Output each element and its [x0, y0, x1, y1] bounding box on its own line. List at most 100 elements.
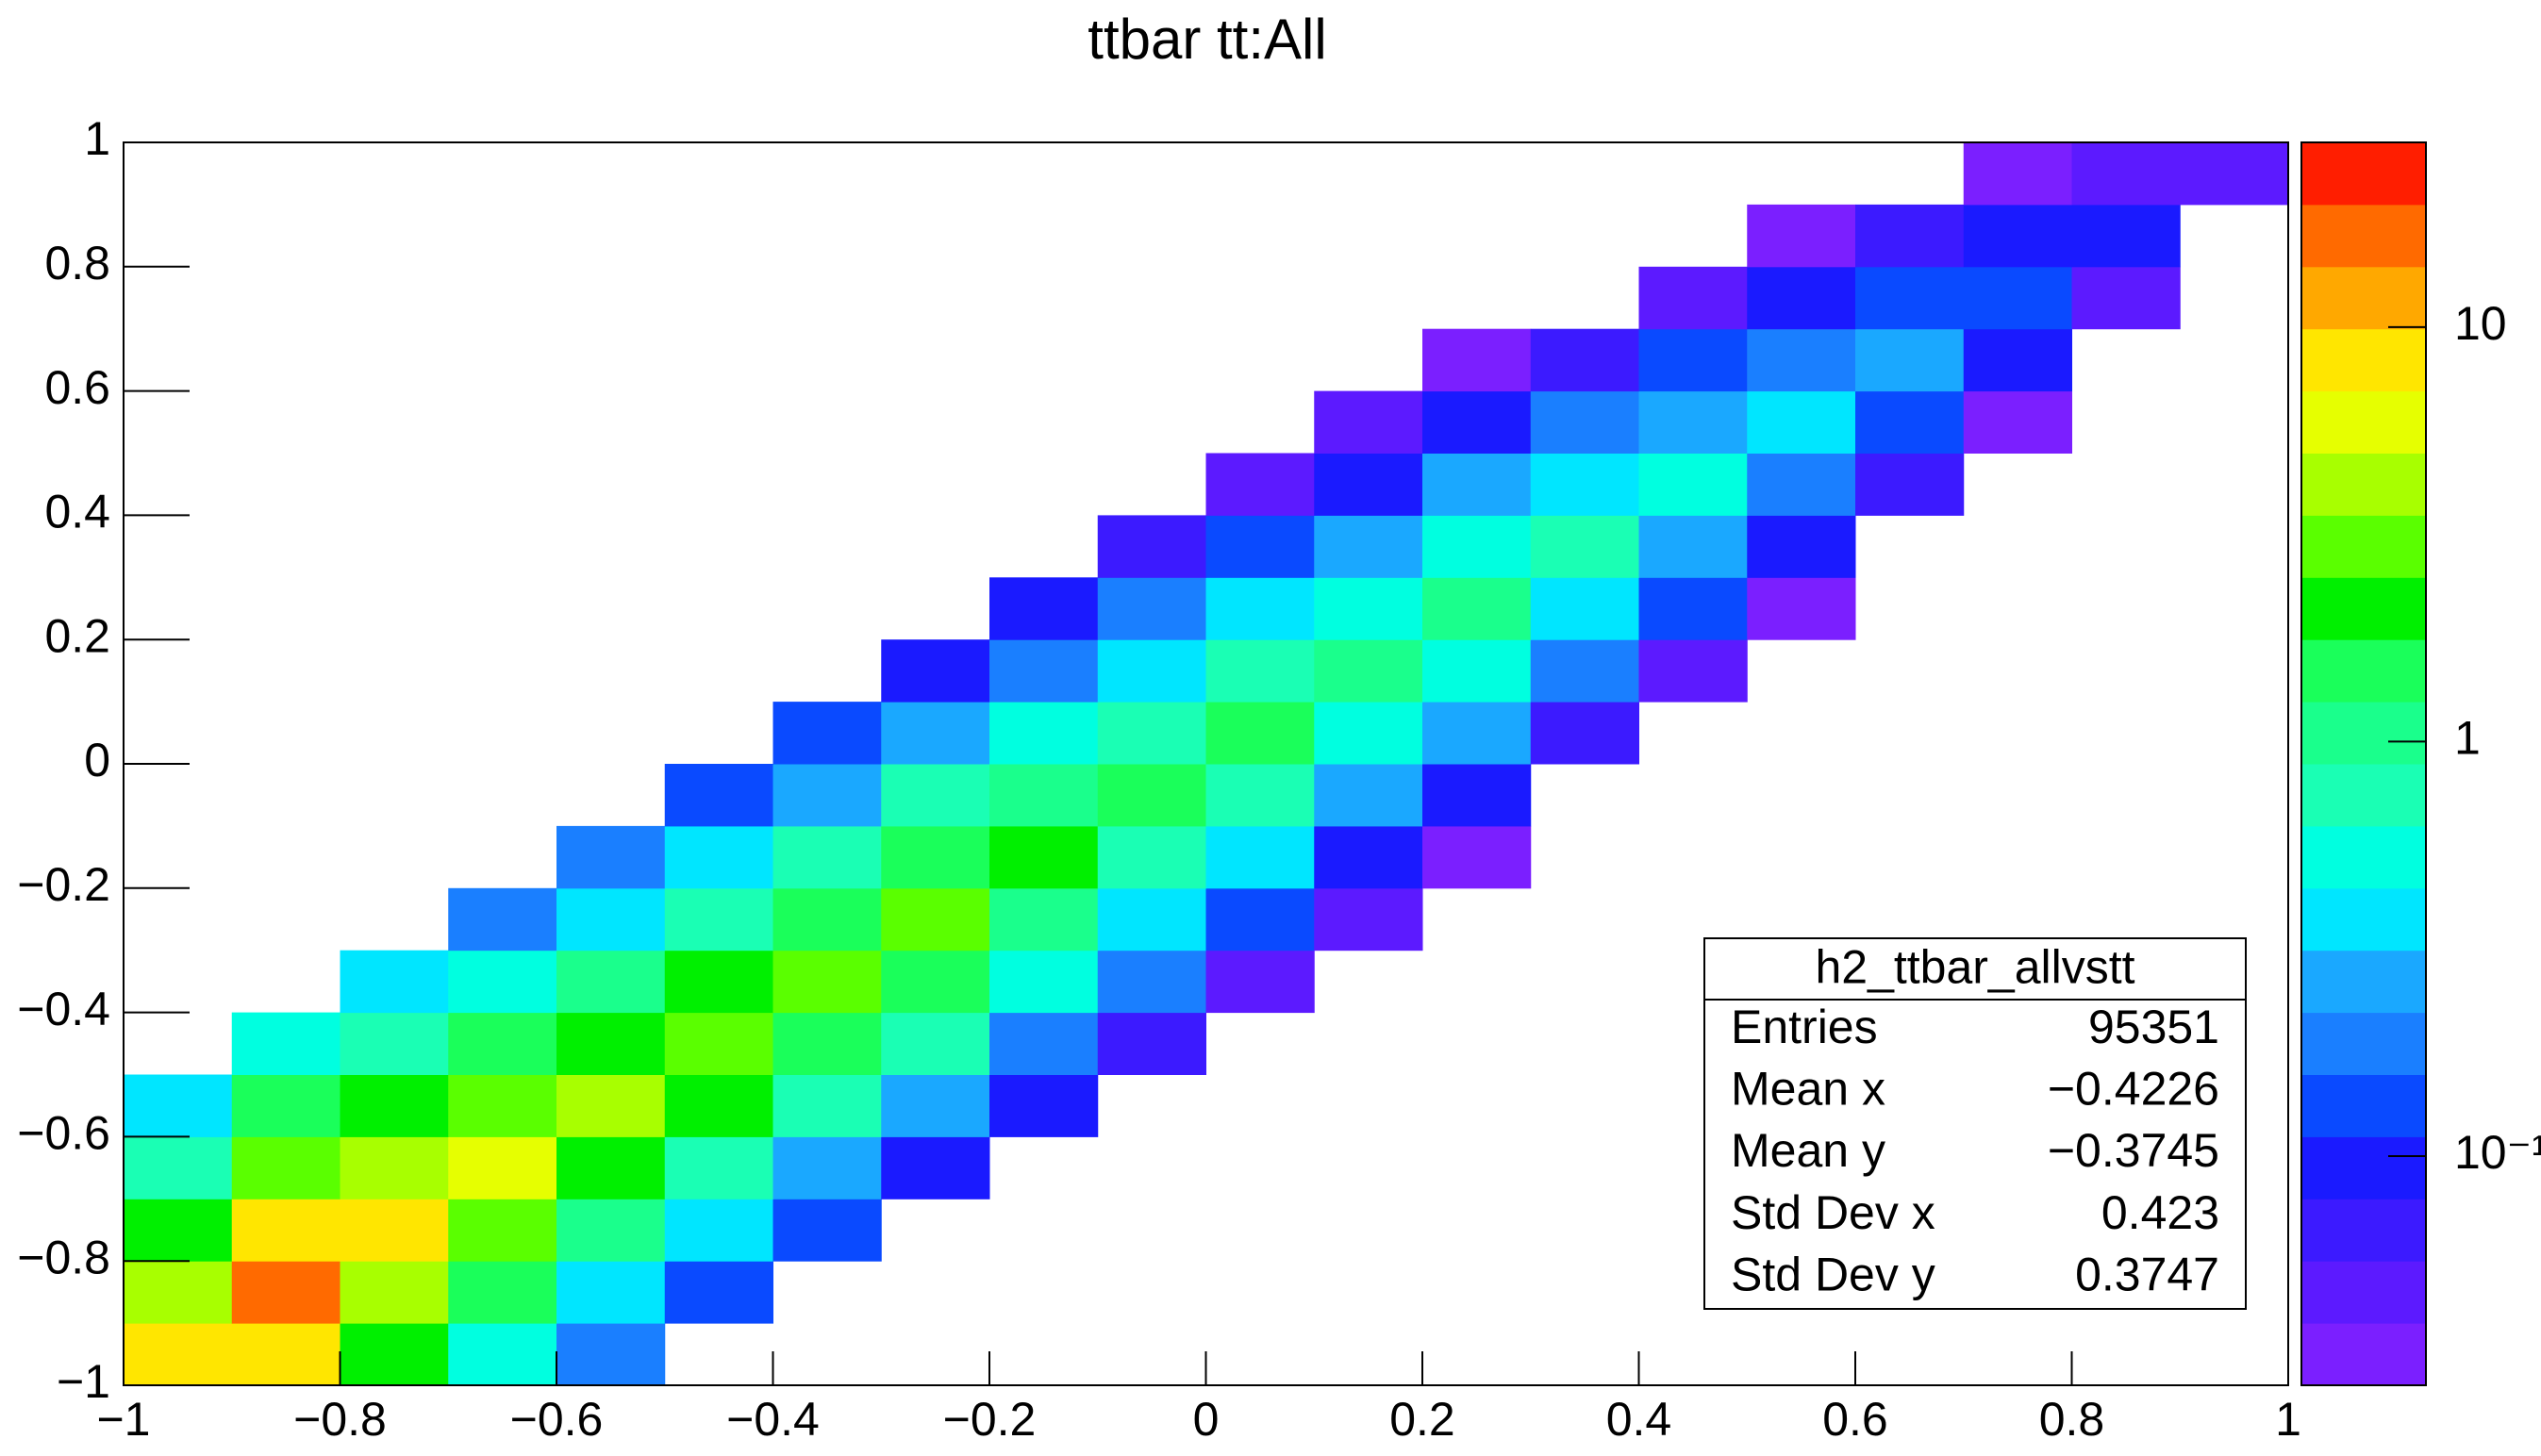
heatmap-cell: [1422, 825, 1532, 889]
y-tick-label: 0.6: [44, 361, 110, 414]
heatmap-cell: [2071, 142, 2181, 206]
stats-title: h2_ttbar_allvstt: [1815, 941, 2134, 994]
heatmap-cell: [340, 1323, 449, 1386]
heatmap-cell: [556, 950, 666, 1014]
heatmap-cell: [772, 1199, 882, 1262]
stats-label: Std Dev x: [1731, 1186, 1935, 1239]
color-level: [2301, 1261, 2426, 1324]
heatmap-cell: [340, 1261, 449, 1324]
heatmap-cell: [1638, 453, 1748, 516]
heatmap-cell: [556, 1074, 666, 1137]
heatmap-cell: [448, 887, 557, 951]
heatmap-cell: [231, 1199, 340, 1262]
y-tick-label: −0.6: [17, 1107, 110, 1160]
stats-value: 0.3747: [2075, 1248, 2219, 1300]
heatmap-cell: [1530, 328, 1639, 392]
heatmap-cell: [664, 1199, 773, 1262]
heatmap-cell: [1747, 515, 1856, 578]
heatmap-cell: [1530, 390, 1639, 454]
colorbar-frame: [2300, 141, 2427, 1386]
heatmap-cell: [448, 1074, 557, 1137]
color-level: [2301, 639, 2426, 703]
heatmap-cell: [772, 887, 882, 951]
heatmap-cell: [1747, 390, 1856, 454]
heatmap-cell: [881, 1136, 990, 1200]
heatmap-cell: [1422, 390, 1532, 454]
color-level: [2301, 1074, 2426, 1137]
heatmap-cell: [340, 950, 449, 1014]
heatmap-cell: [1205, 950, 1315, 1014]
y-tick-label: 0: [84, 734, 110, 786]
heatmap-cell: [448, 1136, 557, 1200]
heatmap-cell: [1097, 1012, 1206, 1075]
heatmap-cell: [1855, 328, 1965, 392]
stats-label: Std Dev y: [1731, 1248, 1935, 1300]
color-level: [2301, 328, 2426, 392]
heatmap-cell: [1314, 390, 1423, 454]
heatmap-cell: [448, 1199, 557, 1262]
heatmap-cell: [556, 1199, 666, 1262]
heatmap-cell: [556, 1261, 666, 1324]
heatmap-cell: [1747, 266, 1856, 330]
chart-title: ttbar tt:All: [1088, 8, 1326, 71]
heatmap-cell: [1314, 825, 1423, 889]
color-level: [2301, 764, 2426, 827]
heatmap-cell: [1314, 887, 1423, 951]
color-level: [2301, 950, 2426, 1014]
heatmap-cell: [989, 825, 1099, 889]
heatmap-cell: [340, 1199, 449, 1262]
heatmap-cell: [1314, 577, 1423, 640]
heatmap-cell: [881, 825, 990, 889]
heatmap-cell: [772, 1136, 882, 1200]
heatmap-cell: [124, 1261, 233, 1324]
heatmap-cell: [664, 1012, 773, 1075]
heatmap-cell: [1855, 453, 1965, 516]
x-tick-label: 0.8: [2039, 1393, 2105, 1446]
heatmap-cell: [1855, 204, 1965, 268]
heatmap-cell: [340, 1012, 449, 1075]
z-tick-label: 1: [2454, 712, 2481, 765]
heatmap-cell: [1638, 639, 1748, 703]
heatmap-cell: [231, 1261, 340, 1324]
heatmap-cell: [448, 1261, 557, 1324]
x-tick-label: −0.6: [510, 1393, 604, 1446]
heatmap-cell: [1963, 204, 2072, 268]
heatmap-cell: [231, 1074, 340, 1137]
y-tick-label: −0.4: [17, 983, 110, 1035]
heatmap-cell: [1963, 328, 2072, 392]
heatmap-cell: [664, 1074, 773, 1137]
x-tick-label: 1: [2275, 1393, 2301, 1446]
heatmap-cell: [556, 887, 666, 951]
color-level: [2301, 204, 2426, 268]
heatmap-cell: [989, 950, 1099, 1014]
heatmap-cell: [881, 702, 990, 765]
heatmap-cell: [1638, 515, 1748, 578]
heatmap-cell: [1963, 142, 2072, 206]
heatmap-cell: [989, 1074, 1099, 1137]
heatmap-cell: [772, 950, 882, 1014]
heatmap-cell: [231, 1012, 340, 1075]
x-tick-label: −0.2: [943, 1393, 1037, 1446]
y-tick-label: −0.2: [17, 858, 110, 911]
heatmap-cell: [772, 1012, 882, 1075]
heatmap-cell: [1205, 639, 1315, 703]
heatmap-cell: [1205, 453, 1315, 516]
heatmap-cell: [881, 764, 990, 827]
heatmap-cell: [1747, 453, 1856, 516]
heatmap-cell: [989, 639, 1099, 703]
heatmap-cell: [1314, 702, 1423, 765]
heatmap-cell: [989, 887, 1099, 951]
heatmap-cell: [231, 1136, 340, 1200]
heatmap-cell: [881, 887, 990, 951]
heatmap-cell: [664, 825, 773, 889]
stats-label: Mean y: [1731, 1124, 1885, 1177]
y-tick-label: 0.8: [44, 237, 110, 290]
heatmap-cell: [340, 1074, 449, 1137]
stats-value: 95351: [2088, 1001, 2219, 1053]
heatmap-cell: [124, 1136, 233, 1200]
color-level: [2301, 1323, 2426, 1386]
color-level: [2301, 577, 2426, 640]
heatmap-cell: [1205, 764, 1315, 827]
heatmap-cell: [1747, 577, 1856, 640]
y-tick-label: −1: [57, 1355, 110, 1408]
